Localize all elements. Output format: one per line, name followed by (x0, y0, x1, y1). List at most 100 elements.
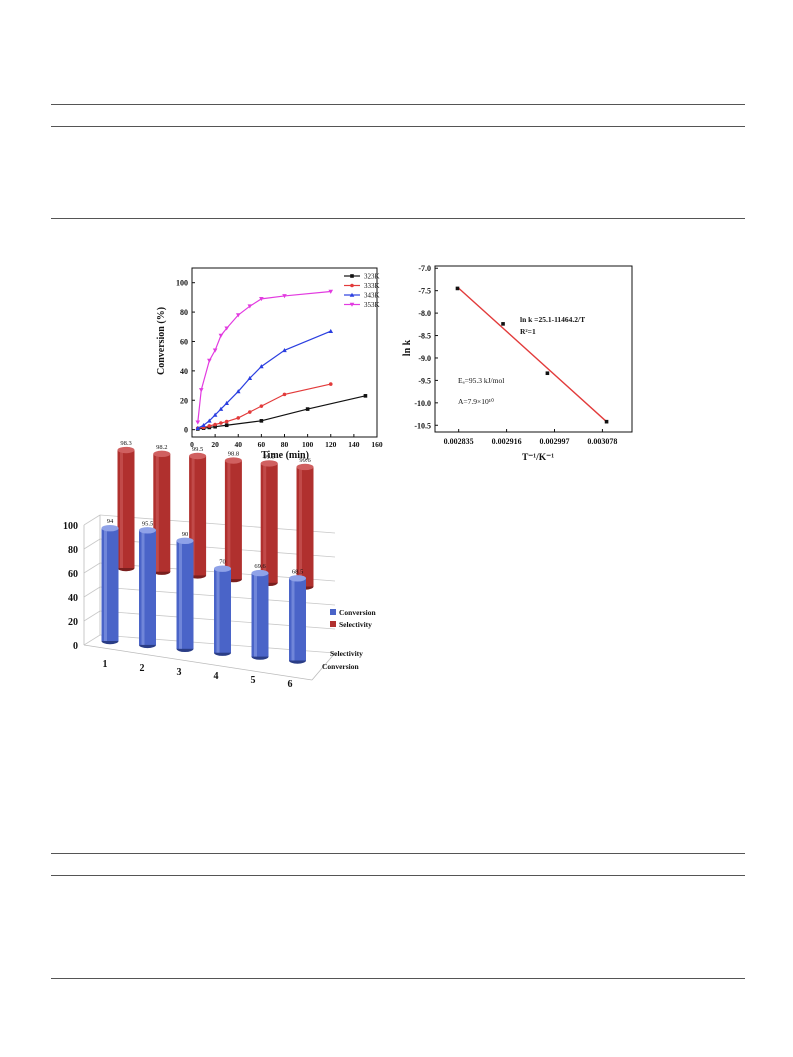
y-tick-label: -9.0 (418, 354, 431, 363)
data-point (201, 422, 206, 428)
x-tick-label: 0.003078 (587, 437, 617, 446)
y-tick-label: 60 (68, 569, 78, 580)
bar-value-label: 69.6 (254, 563, 266, 570)
x-tick-label: 0.002835 (444, 437, 474, 446)
grid-line (83, 586, 101, 598)
x-tick-label: 100 (302, 440, 314, 449)
grid-line (99, 514, 336, 534)
plot-frame: 0.002835 0.002916 0.002997 0.003078 -7.0 -7.5… (414, 264, 633, 446)
data-point (349, 292, 355, 297)
data-point (236, 416, 241, 420)
bar-top (251, 569, 269, 577)
bar-top (296, 463, 314, 471)
bar-top (117, 446, 135, 454)
x-tick-label: 80 (281, 440, 289, 449)
grid-line (83, 610, 101, 622)
data-point (328, 382, 333, 386)
data-point (455, 286, 460, 291)
data-point (350, 283, 354, 288)
x-tick-label: 120 (325, 440, 337, 449)
bar-highlight (104, 528, 107, 641)
data-point (363, 394, 368, 398)
divider-line (51, 104, 745, 105)
legend-label: Selectivity (339, 620, 372, 629)
data-point (198, 388, 204, 393)
y-tick-label: 40 (180, 367, 188, 376)
x-tick-label: 4 (214, 671, 219, 682)
bar-highlight (120, 450, 123, 568)
data-point (218, 406, 224, 411)
y-tick-label: -8.0 (418, 309, 431, 318)
series-line (197, 395, 366, 430)
plot-area-border (191, 267, 378, 438)
plot-frame: 0 20 40 60 80 100 120 140 160 0 20 40 60 80 100 (176, 267, 383, 449)
bar-highlight (227, 460, 231, 580)
data-point (212, 412, 218, 417)
legend-label: 343K (364, 292, 380, 300)
bar-value-label: 98.8 (228, 451, 239, 458)
bar-value-label: 95.5 (142, 520, 153, 527)
bar-top (189, 452, 207, 460)
bar-value-label: 70 (219, 559, 226, 566)
y-tick-label: 40 (68, 593, 78, 604)
y-tick-label: -10.5 (414, 421, 431, 430)
bar-value-label: 90 (182, 531, 189, 538)
bar-value-label: 98.3 (120, 440, 131, 447)
legend-label: 353K (364, 301, 380, 309)
pre-exponential-factor: A=7.9×10¹⁰ (458, 397, 494, 406)
data-point (207, 424, 212, 428)
data-point (219, 421, 223, 425)
fit-line (457, 286, 608, 423)
activation-energy: Eₐ=95.3 kJ/mol (458, 376, 504, 385)
depth-axis-label-conversion: Conversion (322, 662, 359, 671)
data-point (259, 419, 264, 423)
y-axis-label: Conversion (%) (156, 307, 167, 375)
grid-line (83, 538, 101, 550)
series-line (197, 383, 331, 429)
depth-axis-label-selectivity: Selectivity (330, 649, 363, 658)
data-point (259, 364, 264, 369)
y-tick-label: 100 (176, 279, 188, 288)
fit-equation: ln k =25.1-11464.2/T (520, 315, 585, 324)
data-point (224, 326, 229, 331)
x-axis-label: T⁻¹/K⁻¹ (522, 453, 554, 463)
bar-highlight (263, 463, 267, 583)
x-tick-label: 20 (211, 440, 219, 449)
legend-label: 323K (364, 273, 380, 281)
y-tick-label: 0 (73, 641, 78, 652)
series-group (195, 289, 368, 431)
y-tick-label: -10.0 (414, 399, 431, 408)
legend: Conversion Selectivity (330, 608, 376, 629)
data-point (247, 304, 253, 309)
data-point (224, 419, 229, 424)
y-tick-label: 80 (68, 545, 78, 556)
x-tick-label: 0.002997 (540, 437, 570, 446)
bar-top (260, 460, 278, 467)
data-point (259, 297, 264, 302)
bar-top (153, 450, 171, 458)
data-point (207, 358, 212, 363)
data-point (207, 418, 212, 423)
data-point (195, 420, 201, 425)
y-tick-label: 100 (63, 521, 78, 532)
data-point (224, 400, 229, 405)
legend-swatch (330, 621, 336, 627)
plot-area-border (434, 265, 633, 433)
bar-value-label: 94 (107, 518, 114, 525)
data-point (282, 347, 287, 353)
grid-line (83, 634, 101, 646)
bar-value-label: 99.5 (264, 453, 275, 460)
bar-top (176, 537, 194, 544)
legend-label: 333K (364, 282, 380, 290)
legend-label: Conversion (339, 608, 376, 617)
y-tick-label: -7.5 (418, 287, 431, 296)
y-axis-label: ln k (402, 339, 413, 356)
series-line (197, 330, 331, 429)
y-tick-label: 20 (180, 396, 188, 405)
bar-highlight (191, 456, 195, 576)
bar-highlight (254, 573, 257, 657)
data-point (213, 422, 217, 427)
y-tick-label: -9.5 (418, 376, 431, 385)
x-tick-label: 40 (235, 440, 243, 449)
